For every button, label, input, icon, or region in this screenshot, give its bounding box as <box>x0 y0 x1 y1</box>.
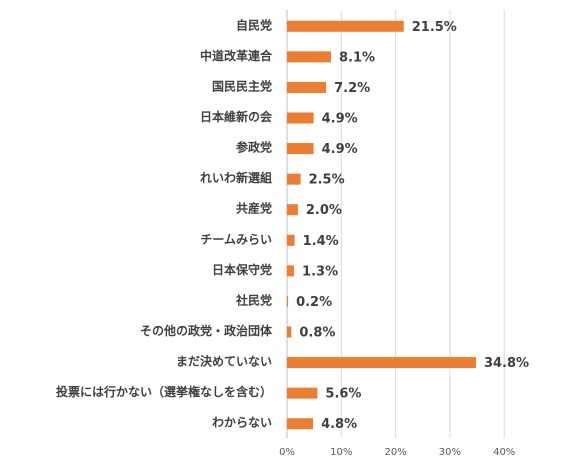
bar <box>287 295 289 307</box>
bar <box>287 387 318 399</box>
category-label: 共産党 <box>236 201 272 216</box>
category-label: れいわ新選組 <box>200 170 272 185</box>
data-label: 34.8% <box>484 356 529 371</box>
category-label: その他の政党・政治団体 <box>140 323 273 338</box>
bar <box>287 143 314 155</box>
category-label: 投票には行かない（選挙権なしを含む） <box>56 384 272 399</box>
category-label: 日本維新の会 <box>200 109 273 124</box>
x-tick-label: 20% <box>384 447 406 458</box>
data-label: 4.9% <box>322 112 358 127</box>
category-label: チームみらい <box>200 232 272 246</box>
category-label: まだ決めていない <box>176 354 272 369</box>
data-label: 1.3% <box>302 264 338 279</box>
data-label: 7.2% <box>334 81 370 96</box>
category-labels: 自民党中道改革連合国民民主党日本維新の会参政党れいわ新選組共産党チームみらい日本… <box>56 17 273 429</box>
bars <box>287 20 476 430</box>
data-label: 1.4% <box>303 234 339 249</box>
data-label: 5.6% <box>325 387 361 402</box>
bar <box>287 51 331 63</box>
category-label: 社民党 <box>235 292 272 307</box>
bar <box>287 20 404 32</box>
data-label: 8.1% <box>339 50 375 65</box>
category-label: 国民民主党 <box>212 78 272 93</box>
bar <box>287 418 314 430</box>
bar <box>287 112 314 124</box>
x-tick-label: 30% <box>439 447 461 458</box>
x-tick-label: 10% <box>330 447 352 458</box>
data-label: 4.8% <box>321 417 357 432</box>
x-tick-label: 0% <box>279 447 295 458</box>
gridlines <box>340 10 505 438</box>
category-label: 中道改革連合 <box>200 48 273 63</box>
data-label: 2.0% <box>306 203 342 218</box>
bar <box>287 204 298 216</box>
bar <box>287 81 327 93</box>
category-label: 日本保守党 <box>212 262 272 277</box>
bar <box>287 173 301 185</box>
bar <box>287 265 295 277</box>
data-labels: 21.5% 8.1% 7.2% 4.9% 4.9% 2.5% 2.0% 1.4% 1.3% 0.2… <box>296 20 529 432</box>
bar <box>287 357 476 369</box>
x-tick-label: 40% <box>493 447 515 458</box>
data-label: 0.8% <box>299 326 335 341</box>
data-label: 2.5% <box>309 173 345 188</box>
bar <box>287 234 295 246</box>
category-label: 参政党 <box>236 140 272 155</box>
bar <box>287 326 292 338</box>
category-label: 自民党 <box>236 17 272 32</box>
data-label: 4.9% <box>322 142 358 157</box>
data-label: 0.2% <box>296 295 332 310</box>
category-label: わからない <box>212 416 272 430</box>
x-axis-tick-labels: 0% 10% 20% 30% 40% <box>279 447 515 458</box>
data-label: 21.5% <box>412 20 457 35</box>
